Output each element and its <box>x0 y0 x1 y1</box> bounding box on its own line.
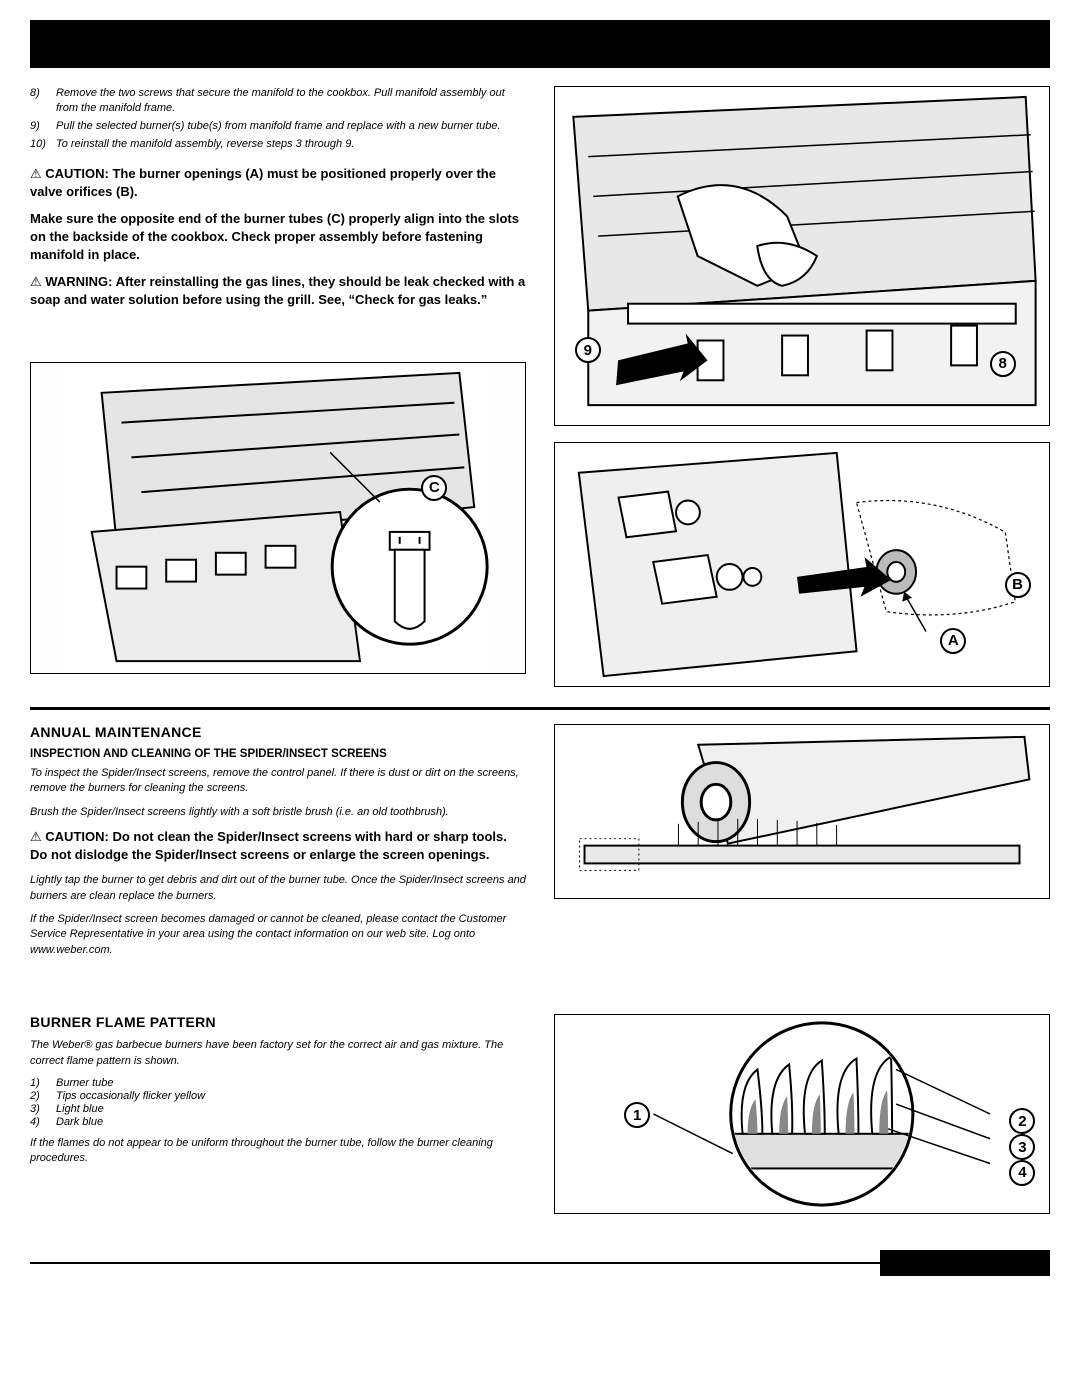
label-text: 1 <box>633 1107 641 1124</box>
step-text: To reinstall the manifold assembly, reve… <box>56 137 526 152</box>
annual-caution: ⚠ CAUTION: Do not clean the Spider/Insec… <box>30 828 526 863</box>
annual-caution-text: CAUTION: Do not clean the Spider/Insect … <box>30 829 507 862</box>
step-list: 8) Remove the two screws that secure the… <box>30 86 526 151</box>
flame-left: BURNER FLAME PATTERN The Weber® gas barb… <box>30 1014 526 1214</box>
flame-heading: BURNER FLAME PATTERN <box>30 1014 526 1030</box>
step-item: 10) To reinstall the manifold assembly, … <box>30 137 526 152</box>
warning-icon: ⚠ <box>30 166 42 181</box>
annual-right <box>554 724 1050 966</box>
flame-num: 2) <box>30 1090 56 1102</box>
diagram-burner-slot: C <box>30 362 526 674</box>
diagram-brush-screen <box>554 724 1050 899</box>
annual-p2: Brush the Spider/Insect screens lightly … <box>30 805 526 820</box>
flame-text: Tips occasionally flicker yellow <box>56 1090 526 1102</box>
annual-p1: To inspect the Spider/Insect screens, re… <box>30 766 526 797</box>
flame-item: 3) Light blue <box>30 1103 526 1115</box>
warning-block: ⚠ WARNING: After reinstalling the gas li… <box>30 273 526 308</box>
top-left-column: 8) Remove the two screws that secure the… <box>30 86 526 687</box>
step-text: Remove the two screws that secure the ma… <box>56 86 526 116</box>
flame-text: Dark blue <box>56 1116 526 1128</box>
annual-left: ANNUAL MAINTENANCE INSPECTION AND CLEANI… <box>30 724 526 966</box>
step-item: 9) Pull the selected burner(s) tube(s) f… <box>30 119 526 134</box>
section-divider <box>30 707 1050 710</box>
diagram-label-b: B <box>1005 572 1031 598</box>
manual-page: 8) Remove the two screws that secure the… <box>0 0 1080 1306</box>
annual-subheading: INSPECTION AND CLEANING OF THE SPIDER/IN… <box>30 748 526 760</box>
label-text: 2 <box>1018 1113 1026 1130</box>
label-text: 8 <box>999 355 1007 372</box>
step-item: 8) Remove the two screws that secure the… <box>30 86 526 116</box>
caution-text: CAUTION: The burner openings (A) must be… <box>30 166 496 199</box>
step-text: Pull the selected burner(s) tube(s) from… <box>56 119 526 134</box>
flame-num: 3) <box>30 1103 56 1115</box>
diagram-label-9: 9 <box>575 337 601 363</box>
step-number: 9) <box>30 119 56 134</box>
flame-text: Burner tube <box>56 1077 526 1089</box>
diagram-pull-manifold: 9 8 <box>554 86 1050 426</box>
body-bold: Make sure the opposite end of the burner… <box>30 210 526 263</box>
footer-bar <box>30 1250 1050 1276</box>
label-text: C <box>429 479 440 496</box>
label-text: 3 <box>1018 1139 1026 1156</box>
label-text: 9 <box>584 342 592 359</box>
warning-icon: ⚠ <box>30 829 42 844</box>
annual-heading: ANNUAL MAINTENANCE <box>30 724 526 740</box>
diagram-svg <box>31 363 525 673</box>
top-section: 8) Remove the two screws that secure the… <box>30 86 1050 687</box>
diagram-label-a: A <box>940 628 966 654</box>
diagram-svg <box>555 725 1049 898</box>
diagram-label-8: 8 <box>990 351 1016 377</box>
flame-item: 2) Tips occasionally flicker yellow <box>30 1090 526 1102</box>
warning-text: WARNING: After reinstalling the gas line… <box>30 274 525 307</box>
flame-item: 4) Dark blue <box>30 1116 526 1128</box>
annual-p4: If the Spider/Insect screen becomes dama… <box>30 912 526 958</box>
label-text: 4 <box>1018 1164 1026 1181</box>
diagram-svg <box>555 443 1049 686</box>
annual-section: ANNUAL MAINTENANCE INSPECTION AND CLEANI… <box>30 724 1050 966</box>
flame-item: 1) Burner tube <box>30 1077 526 1089</box>
annual-p3: Lightly tap the burner to get debris and… <box>30 873 526 904</box>
flame-p1: The Weber® gas barbecue burners have bee… <box>30 1038 526 1069</box>
flame-right: 1 2 3 4 <box>554 1014 1050 1214</box>
flame-section: BURNER FLAME PATTERN The Weber® gas barb… <box>30 1014 1050 1214</box>
top-right-column: 9 8 <box>554 86 1050 687</box>
caution-block: ⚠ CAUTION: The burner openings (A) must … <box>30 165 526 200</box>
warning-icon: ⚠ <box>30 274 42 289</box>
flame-p2: If the flames do not appear to be unifor… <box>30 1136 526 1167</box>
label-text: B <box>1012 576 1023 593</box>
flame-text: Light blue <box>56 1103 526 1115</box>
label-text: A <box>948 632 959 649</box>
footer-page-tab <box>880 1250 1050 1276</box>
header-black-bar <box>30 20 1050 68</box>
step-number: 8) <box>30 86 56 116</box>
flame-num: 4) <box>30 1116 56 1128</box>
diagram-valve-align: B A <box>554 442 1050 687</box>
flame-num: 1) <box>30 1077 56 1089</box>
flame-list: 1) Burner tube 2) Tips occasionally flic… <box>30 1077 526 1128</box>
diagram-svg <box>555 87 1049 425</box>
step-number: 10) <box>30 137 56 152</box>
diagram-flame-pattern: 1 2 3 4 <box>554 1014 1050 1214</box>
body-bold-text: Make sure the opposite end of the burner… <box>30 211 519 261</box>
diagram-label-c: C <box>421 475 447 501</box>
